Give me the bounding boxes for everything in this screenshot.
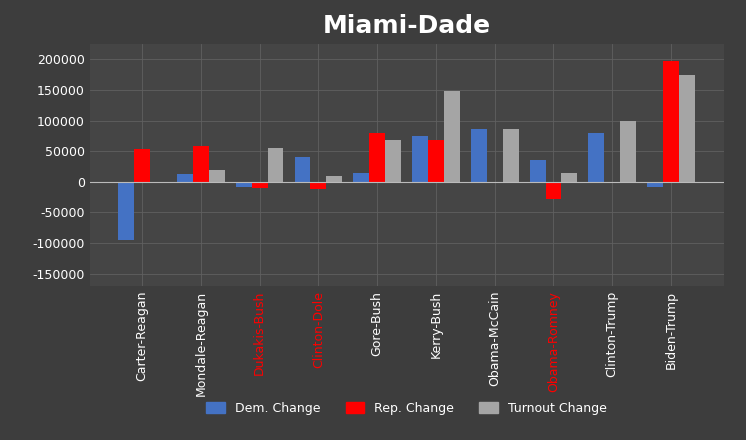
Bar [268, 148, 283, 182]
Bar [663, 61, 679, 182]
Bar [134, 149, 150, 182]
Bar [193, 147, 209, 182]
Bar [251, 182, 268, 188]
Bar [604, 182, 620, 183]
Bar [444, 91, 460, 182]
Bar [326, 176, 342, 182]
Bar [354, 172, 369, 182]
Bar [369, 133, 385, 182]
Bar [562, 172, 577, 182]
Bar [679, 75, 695, 182]
Bar [119, 182, 134, 240]
Bar [530, 161, 545, 182]
Bar [385, 140, 401, 182]
Bar [236, 182, 251, 187]
Bar [209, 169, 225, 182]
Title: Miami-Dade: Miami-Dade [322, 14, 491, 38]
Bar [471, 128, 487, 182]
Legend: Dem. Change, Rep. Change, Turnout Change: Dem. Change, Rep. Change, Turnout Change [201, 397, 612, 420]
Bar [589, 133, 604, 182]
Bar [487, 182, 503, 183]
Bar [295, 158, 310, 182]
Bar [177, 175, 193, 182]
Bar [545, 182, 562, 199]
Bar [310, 182, 326, 189]
Bar [503, 129, 518, 182]
Bar [648, 182, 663, 187]
Bar [412, 136, 428, 182]
Bar [428, 140, 444, 182]
Bar [620, 121, 636, 182]
